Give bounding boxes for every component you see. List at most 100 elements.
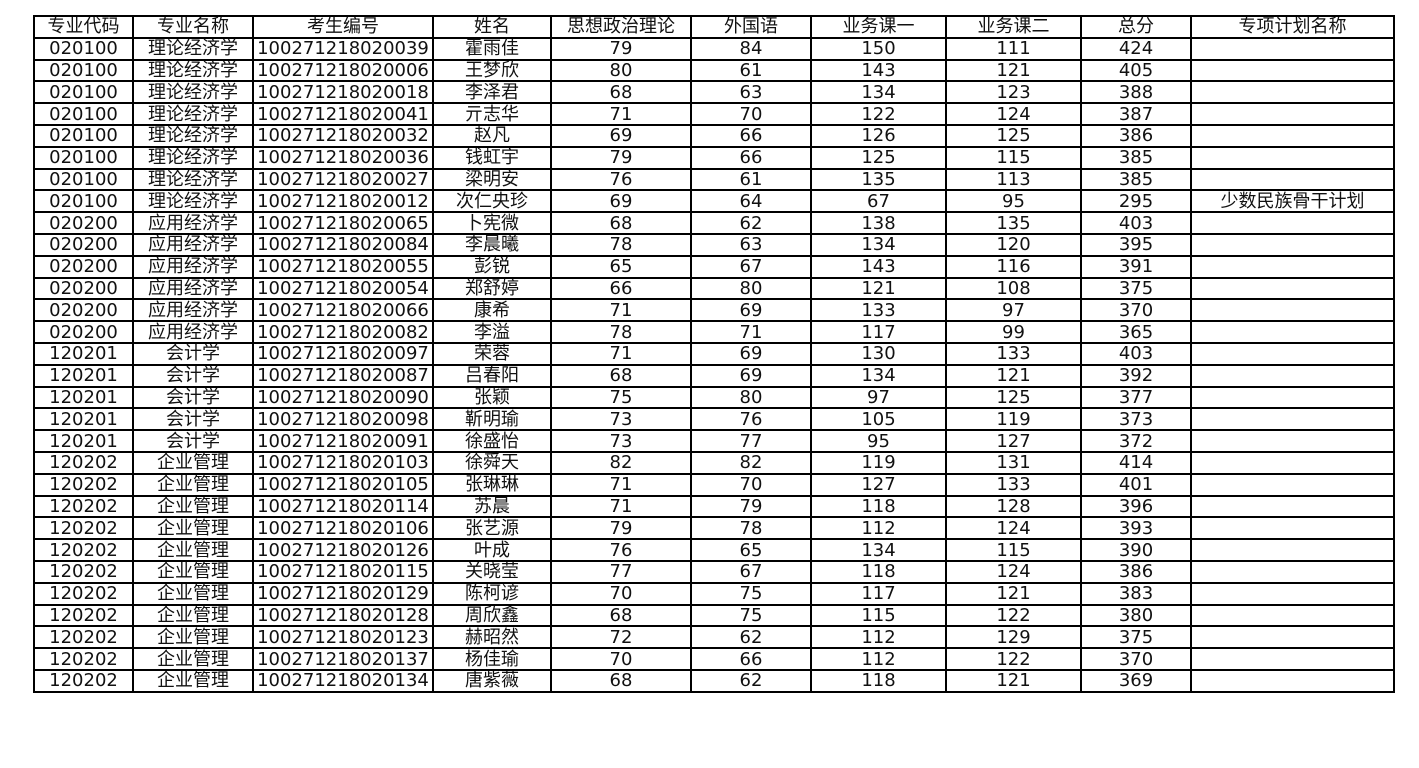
- cell-course2-score: 115: [945, 145, 1082, 170]
- cell-major-code: 120202: [33, 625, 134, 650]
- table-row: 020100 理论经济学 100271218020006 王梦欣 80 61 143 121 4…: [33, 58, 1395, 83]
- table-row: 020100 理论经济学 100271218020032 赵凡 69 66 126 125 38…: [33, 123, 1395, 148]
- cell-total-score: 396: [1080, 494, 1192, 519]
- cell-course1-score: 130: [810, 341, 947, 366]
- cell-foreign-language-score: 69: [690, 298, 812, 323]
- cell-special-plan: [1190, 58, 1395, 83]
- cell-total-score: 375: [1080, 276, 1192, 301]
- cell-name: 赫昭然: [432, 625, 552, 650]
- cell-politics-score: 78: [550, 232, 692, 257]
- cell-special-plan: [1190, 429, 1395, 453]
- cell-course1-score: 134: [810, 363, 947, 388]
- cell-total-score: 405: [1080, 58, 1192, 83]
- header-candidate-id: 考生编号: [252, 15, 434, 39]
- cell-special-plan: [1190, 407, 1395, 432]
- cell-major-code: 020100: [33, 102, 134, 126]
- cell-politics-score: 71: [550, 341, 692, 366]
- cell-name: 荣蓉: [432, 341, 552, 366]
- score-table: 专业代码 专业名称 考生编号 姓名 思想政治理论 外国语 业务课一 业务课二 总分 专项计划名称 …: [33, 15, 1395, 693]
- cell-candidate-id: 100271218020032: [252, 123, 434, 148]
- cell-major-code: 120201: [33, 407, 134, 432]
- cell-politics-score: 68: [550, 668, 692, 693]
- cell-foreign-language-score: 61: [690, 167, 812, 192]
- cell-politics-score: 68: [550, 603, 692, 628]
- cell-course1-score: 118: [810, 494, 947, 519]
- cell-course1-score: 97: [810, 385, 947, 410]
- cell-course1-score: 134: [810, 232, 947, 257]
- cell-foreign-language-score: 78: [690, 516, 812, 541]
- cell-total-score: 403: [1080, 341, 1192, 366]
- cell-candidate-id: 100271218020084: [252, 232, 434, 257]
- cell-course1-score: 117: [810, 320, 947, 344]
- cell-course2-score: 121: [945, 581, 1082, 606]
- cell-course2-score: 121: [945, 58, 1082, 83]
- cell-major-name: 理论经济学: [132, 102, 254, 126]
- table-row: 120202 企业管理 100271218020129 陈柯谚 70 75 117 121 38…: [33, 581, 1395, 606]
- cell-foreign-language-score: 84: [690, 36, 812, 61]
- cell-special-plan: [1190, 232, 1395, 257]
- table-row: 020200 应用经济学 100271218020065 卜宪微 68 62 138 135 4…: [33, 211, 1395, 235]
- table-row: 120201 会计学 100271218020087 吕春阳 68 69 134 121 392: [33, 363, 1395, 388]
- header-major-code: 专业代码: [33, 15, 134, 39]
- cell-total-score: 392: [1080, 363, 1192, 388]
- cell-foreign-language-score: 62: [690, 668, 812, 693]
- cell-major-name: 理论经济学: [132, 36, 254, 61]
- cell-total-score: 390: [1080, 538, 1192, 562]
- table-row: 120202 企业管理 100271218020126 叶成 76 65 134 115 390: [33, 538, 1395, 562]
- cell-course1-score: 127: [810, 472, 947, 497]
- cell-major-code: 120202: [33, 668, 134, 693]
- cell-major-code: 120202: [33, 472, 134, 497]
- cell-total-score: 370: [1080, 298, 1192, 323]
- cell-name: 张艺源: [432, 516, 552, 541]
- cell-course1-score: 138: [810, 211, 947, 235]
- cell-major-name: 会计学: [132, 385, 254, 410]
- cell-politics-score: 76: [550, 167, 692, 192]
- cell-course1-score: 125: [810, 145, 947, 170]
- cell-special-plan: [1190, 559, 1395, 584]
- header-foreign-language-score: 外国语: [690, 15, 812, 39]
- cell-course1-score: 112: [810, 516, 947, 541]
- cell-major-code: 020200: [33, 254, 134, 279]
- cell-candidate-id: 100271218020114: [252, 494, 434, 519]
- cell-politics-score: 71: [550, 472, 692, 497]
- cell-candidate-id: 100271218020091: [252, 429, 434, 453]
- cell-politics-score: 71: [550, 102, 692, 126]
- table-row: 120201 会计学 100271218020091 徐盛怡 73 77 95 127 372: [33, 429, 1395, 453]
- cell-major-code: 020200: [33, 232, 134, 257]
- cell-politics-score: 65: [550, 254, 692, 279]
- cell-name: 周欣鑫: [432, 603, 552, 628]
- cell-foreign-language-score: 70: [690, 102, 812, 126]
- cell-name: 次仁央珍: [432, 189, 552, 214]
- cell-foreign-language-score: 71: [690, 320, 812, 344]
- cell-major-name: 理论经济学: [132, 80, 254, 105]
- cell-major-name: 企业管理: [132, 494, 254, 519]
- cell-name: 卜宪微: [432, 211, 552, 235]
- cell-course2-score: 129: [945, 625, 1082, 650]
- cell-foreign-language-score: 66: [690, 123, 812, 148]
- table-row: 120202 企业管理 100271218020103 徐舜天 82 82 119 131 41…: [33, 450, 1395, 475]
- cell-major-code: 120202: [33, 603, 134, 628]
- cell-total-score: 295: [1080, 189, 1192, 214]
- table-row: 020100 理论经济学 100271218020012 次仁央珍 69 64 67 95 29…: [33, 189, 1395, 214]
- cell-name: 梁明安: [432, 167, 552, 192]
- table-row: 120202 企业管理 100271218020105 张琳琳 71 70 127 133 40…: [33, 472, 1395, 497]
- cell-major-code: 020200: [33, 320, 134, 344]
- cell-name: 郑舒婷: [432, 276, 552, 301]
- cell-major-code: 120202: [33, 647, 134, 671]
- cell-politics-score: 71: [550, 494, 692, 519]
- cell-politics-score: 79: [550, 145, 692, 170]
- cell-foreign-language-score: 67: [690, 254, 812, 279]
- cell-course2-score: 99: [945, 320, 1082, 344]
- cell-politics-score: 68: [550, 211, 692, 235]
- cell-course2-score: 97: [945, 298, 1082, 323]
- cell-name: 张琳琳: [432, 472, 552, 497]
- cell-total-score: 385: [1080, 167, 1192, 192]
- cell-special-plan: [1190, 145, 1395, 170]
- table-body: 020100 理论经济学 100271218020039 霍雨佳 79 84 150 111 4…: [33, 36, 1395, 693]
- cell-candidate-id: 100271218020054: [252, 276, 434, 301]
- table-row: 120202 企业管理 100271218020128 周欣鑫 68 75 115 122 38…: [33, 603, 1395, 628]
- cell-course2-score: 113: [945, 167, 1082, 192]
- cell-course1-score: 117: [810, 581, 947, 606]
- cell-foreign-language-score: 64: [690, 189, 812, 214]
- cell-special-plan: [1190, 341, 1395, 366]
